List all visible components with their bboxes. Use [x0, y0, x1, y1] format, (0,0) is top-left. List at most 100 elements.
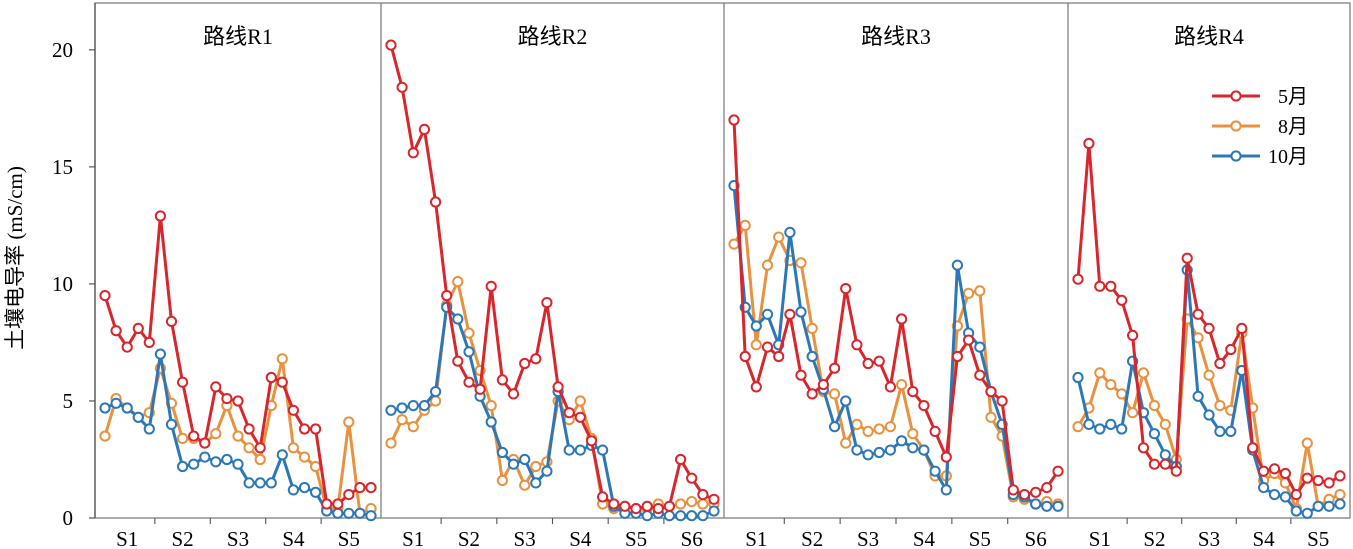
data-point — [232, 430, 244, 442]
data-point — [1083, 137, 1095, 150]
data-point — [452, 276, 464, 288]
data-point — [287, 404, 299, 416]
y-tick-label: 15 — [52, 155, 73, 179]
data-point — [1214, 357, 1226, 370]
data-point — [1148, 428, 1161, 440]
data-point — [619, 500, 631, 512]
data-point — [507, 388, 520, 400]
data-point — [1072, 371, 1084, 384]
data-point — [1268, 463, 1281, 475]
data-point — [1159, 418, 1171, 430]
data-point — [1203, 322, 1215, 334]
data-point — [1225, 425, 1237, 437]
data-point — [940, 451, 952, 463]
legend-label: 5月 — [1278, 86, 1308, 108]
data-point — [840, 283, 852, 295]
legend-swatch-marker — [1230, 90, 1242, 102]
data-point — [563, 444, 575, 456]
x-tick-label: S1 — [402, 527, 424, 549]
data-point — [232, 458, 244, 470]
data-point — [708, 505, 720, 517]
data-point — [310, 486, 322, 498]
data-point — [463, 376, 475, 388]
data-point — [873, 423, 885, 435]
data-point — [298, 423, 311, 435]
data-point — [110, 325, 122, 337]
data-point — [862, 425, 874, 437]
data-point — [896, 379, 908, 391]
x-tick-label: S3 — [857, 527, 879, 549]
legend-label: 10月 — [1268, 146, 1308, 168]
data-point — [929, 465, 941, 477]
data-point — [574, 444, 586, 456]
data-point — [829, 421, 841, 433]
data-point — [385, 39, 397, 51]
data-point — [143, 336, 155, 348]
data-point — [188, 458, 200, 470]
data-point — [851, 444, 863, 456]
data-point — [1312, 500, 1324, 512]
data-point — [541, 465, 553, 477]
data-point — [265, 371, 277, 384]
data-point — [686, 510, 698, 522]
data-point — [1159, 449, 1171, 461]
data-point — [188, 430, 200, 442]
data-point — [728, 114, 740, 126]
legend-entry: 5月 — [1212, 86, 1308, 108]
data-point — [1041, 500, 1053, 512]
data-point — [1268, 489, 1281, 501]
data-point — [1170, 465, 1182, 477]
data-point — [519, 357, 531, 370]
data-point — [99, 402, 111, 414]
data-point — [851, 339, 863, 351]
data-point — [221, 453, 233, 466]
x-tick-label: S3 — [227, 527, 249, 549]
legend-entry: 10月 — [1212, 146, 1308, 168]
data-point — [940, 484, 952, 496]
y-axis-label: 土壤电导率 (mS/cm) — [3, 166, 27, 350]
data-point — [530, 460, 542, 473]
x-tick-label: S5 — [969, 527, 991, 549]
data-point — [507, 458, 520, 470]
data-point — [463, 327, 475, 339]
data-point — [829, 362, 841, 374]
data-point — [177, 460, 189, 473]
x-tick-label: S2 — [1143, 527, 1165, 549]
data-point — [365, 510, 377, 522]
data-point — [739, 219, 751, 231]
data-point — [210, 428, 222, 440]
data-point — [761, 259, 774, 271]
plot-frame — [94, 2, 1351, 519]
legend-swatch-marker — [1230, 120, 1242, 132]
data-point — [1094, 423, 1106, 435]
data-point — [1192, 390, 1204, 402]
data-point — [474, 383, 486, 395]
data-point — [1203, 369, 1215, 381]
data-point — [1041, 482, 1053, 494]
data-point — [1290, 489, 1302, 501]
data-point — [1312, 474, 1324, 487]
data-point — [354, 482, 366, 494]
data-point — [1072, 421, 1084, 433]
data-point — [585, 435, 598, 447]
data-point — [530, 353, 542, 365]
legend-label: 8月 — [1278, 116, 1308, 138]
y-tick-label: 10 — [52, 272, 73, 296]
data-point — [1258, 465, 1270, 477]
data-point — [1301, 507, 1313, 519]
data-point — [143, 423, 155, 435]
data-point — [298, 451, 311, 463]
panel-title: 路线R2 — [518, 24, 588, 49]
data-point — [132, 411, 144, 423]
data-point — [896, 313, 908, 325]
panel-3: 路线R3 S1 S2 S3 S4 S5 S6 — [728, 24, 1064, 549]
data-point — [519, 479, 531, 491]
data-point — [1105, 379, 1117, 391]
data-point — [276, 449, 288, 461]
x-tick-label: S5 — [338, 527, 360, 549]
x-tick-label: S6 — [1025, 527, 1047, 549]
axes-layer: 0 5 10 15 20 — [52, 2, 1351, 530]
data-point — [1007, 484, 1019, 496]
data-point — [154, 210, 166, 222]
series-line — [1076, 142, 1341, 497]
